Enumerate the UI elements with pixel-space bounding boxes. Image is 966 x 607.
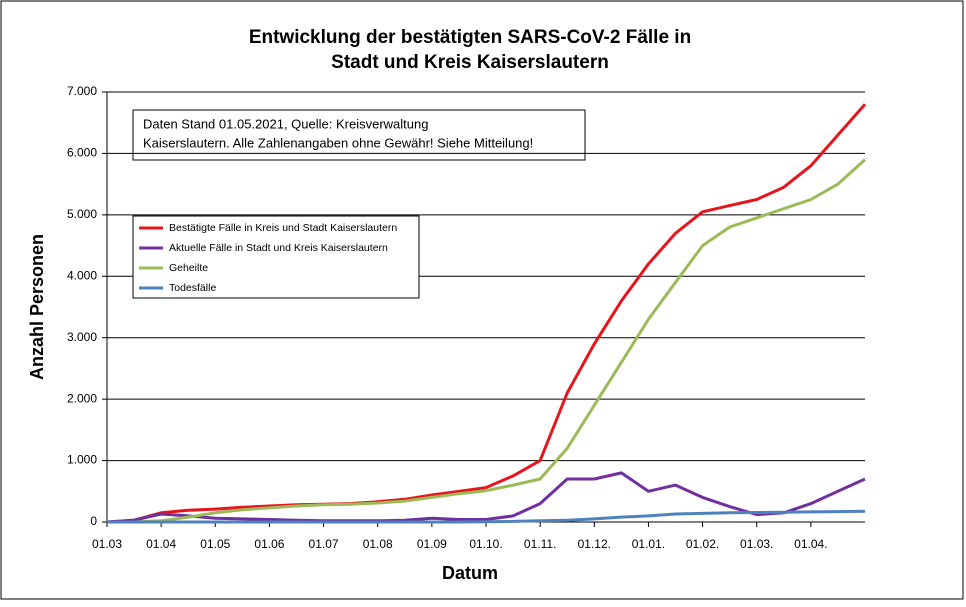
x-tick-label: 01.05: [200, 537, 230, 551]
x-tick-label: 01.03: [92, 537, 122, 551]
x-tick-label: 01.07: [309, 537, 339, 551]
x-tick-label: 01.12.: [578, 537, 611, 551]
y-tick-label: 0: [90, 514, 97, 528]
x-tick-label: 01.10.: [469, 537, 502, 551]
chart-subtitle: Stadt und Kreis Kaiserslautern: [331, 52, 609, 73]
y-tick-label: 4.000: [67, 268, 97, 282]
legend-label: Aktuelle Fälle in Stadt und Kreis Kaiser…: [169, 242, 388, 254]
legend-label: Geheilte: [169, 262, 208, 274]
chart-title: Entwicklung der bestätigten SARS-CoV-2 F…: [249, 27, 691, 48]
y-axis-label: Anzahl Personen: [27, 234, 47, 380]
x-tick-label: 01.02.: [686, 537, 719, 551]
x-tick-label: 01.06: [254, 537, 284, 551]
line-series: [107, 158, 867, 524]
line-series: [106, 103, 867, 524]
y-tick-label: 6.000: [67, 146, 97, 160]
legend-box: [132, 215, 420, 299]
annotation-box: [132, 109, 586, 161]
x-tick-label: 01.04.: [794, 537, 827, 551]
annotation: Daten Stand 01.05.2021, Quelle: Kreisver…: [143, 116, 428, 131]
x-tick-label: 01.01.: [632, 537, 665, 551]
x-tick-label: 01.04: [146, 537, 176, 551]
line-series: [107, 509, 866, 524]
y-tick-label: 1.000: [67, 453, 97, 467]
annotation: Kaiserslautern. Alle Zahlenangaben ohne …: [143, 135, 533, 150]
x-tick-label: 01.08: [363, 537, 393, 551]
y-tick-label: 2.000: [67, 391, 97, 405]
y-tick-label: 7.000: [67, 84, 97, 98]
legend-label: Todesfälle: [169, 282, 216, 294]
x-tick-label: 01.11.: [524, 537, 556, 551]
y-tick-label: 3.000: [67, 330, 97, 344]
legend-label: Bestätigte Fälle in Kreis und Stadt Kais…: [169, 222, 397, 234]
line-series: [106, 471, 866, 524]
x-tick-label: 01.03.: [740, 537, 773, 551]
x-axis-label: Datum: [442, 563, 498, 583]
x-tick-label: 01.09: [417, 537, 447, 551]
y-tick-label: 5.000: [67, 207, 97, 221]
